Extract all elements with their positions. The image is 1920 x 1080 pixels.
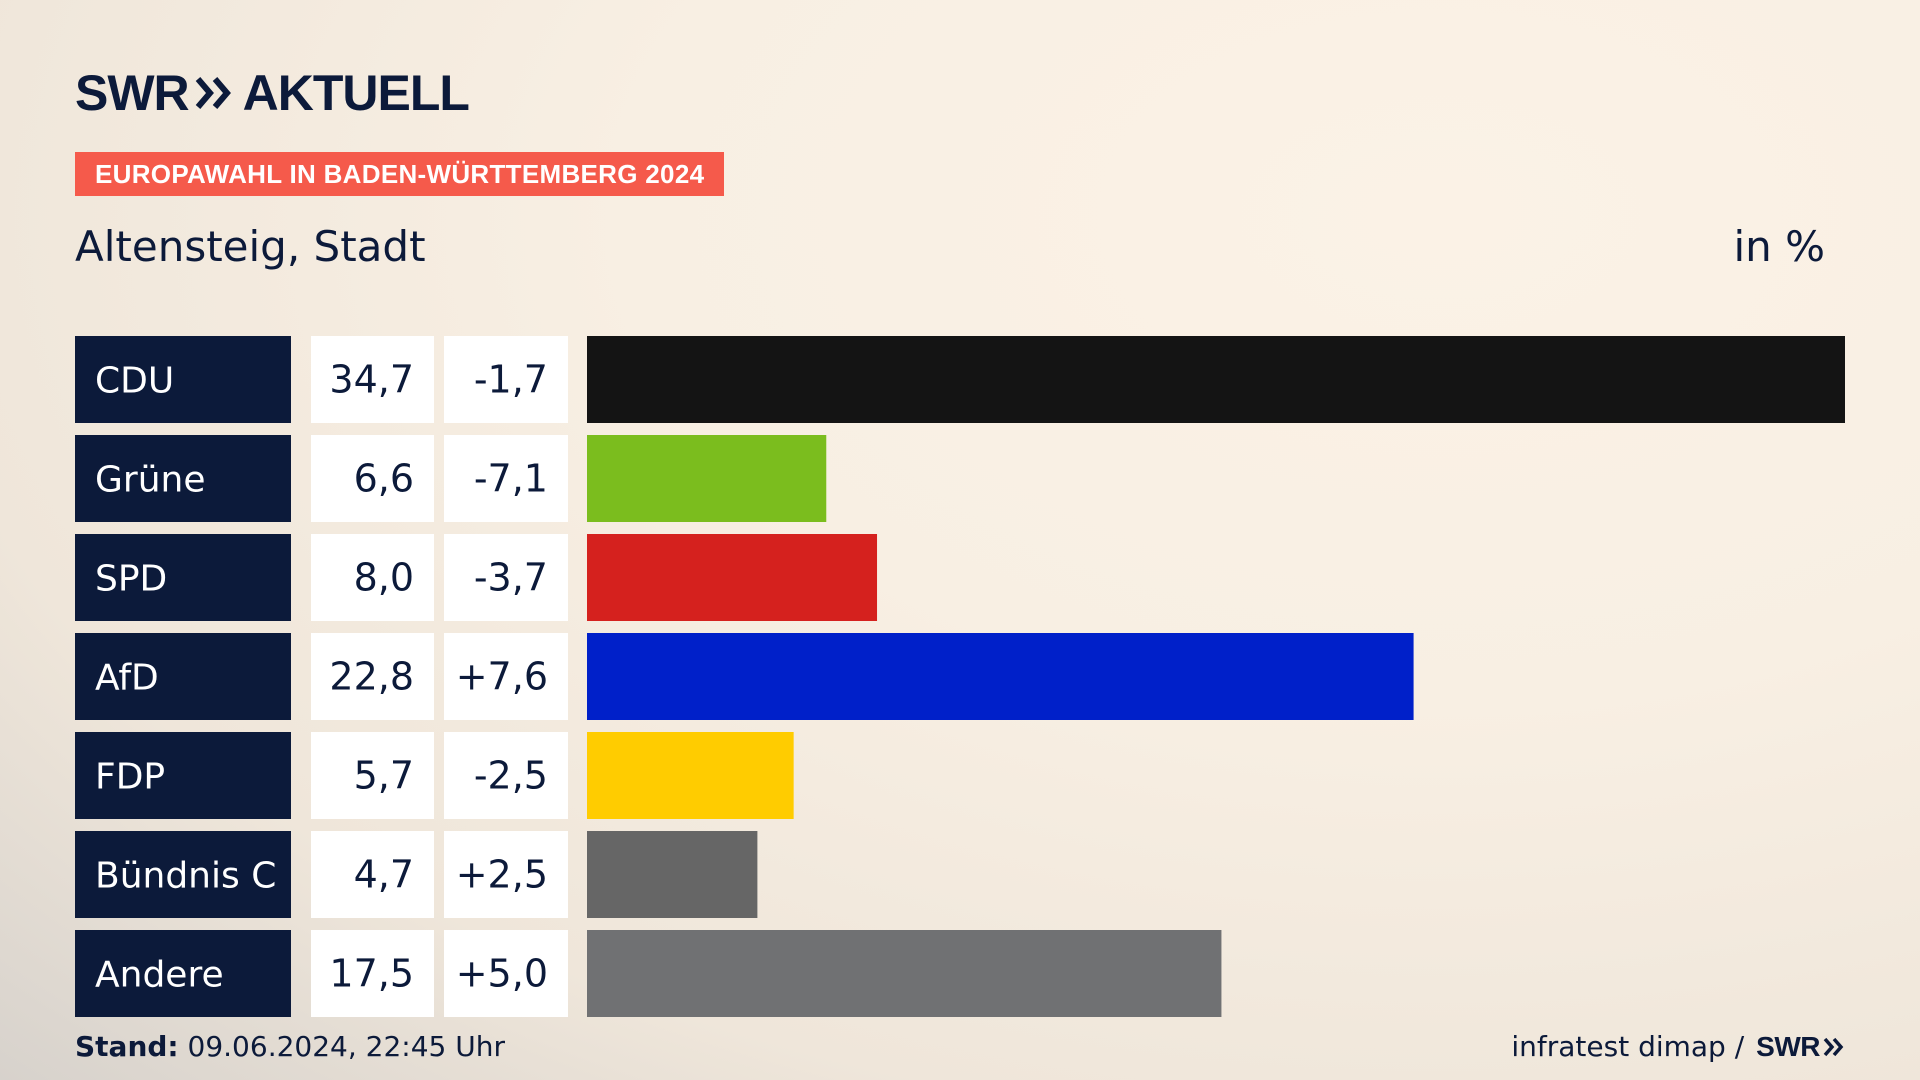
value-label-cdu: 34,7 [329, 358, 414, 402]
party-label-box-grüne [75, 435, 291, 522]
value-cell-fdp [311, 732, 434, 819]
unit-label: in % [1733, 222, 1825, 271]
stand-label: Stand: [75, 1030, 179, 1063]
source-credit: infratest dimap / SWR [1511, 1030, 1845, 1064]
value-cell-spd [311, 534, 434, 621]
timestamp: Stand: 09.06.2024, 22:45 Uhr [75, 1030, 505, 1064]
party-label-box-fdp [75, 732, 291, 819]
source-brand-name: SWR [1756, 1031, 1820, 1062]
change-cell-grüne [444, 435, 568, 522]
change-cell-fdp [444, 732, 568, 819]
party-label-andere: Andere [95, 955, 224, 996]
party-label-box-spd [75, 534, 291, 621]
value-cell-bündnis-c [311, 831, 434, 918]
change-label-spd: -3,7 [474, 556, 548, 600]
change-cell-spd [444, 534, 568, 621]
change-label-fdp: -2,5 [474, 754, 548, 798]
double-chevron-right-icon [1823, 1037, 1844, 1057]
bar-andere [587, 930, 1222, 1017]
party-label-grüne: Grüne [95, 460, 205, 501]
change-label-bündnis-c: +2,5 [456, 853, 548, 897]
source-text: infratest dimap / [1511, 1030, 1745, 1063]
party-label-spd: SPD [95, 559, 167, 600]
change-label-andere: +5,0 [456, 952, 548, 996]
value-cell-cdu [311, 336, 434, 423]
change-cell-cdu [444, 336, 568, 423]
party-label-box-andere [75, 930, 291, 1017]
bar-grüne [587, 435, 827, 522]
region-title: Altensteig, Stadt [75, 222, 426, 271]
change-label-grüne: -7,1 [474, 457, 548, 501]
bar-spd [587, 534, 878, 621]
brand-name: SWR [75, 65, 190, 121]
party-label-box-cdu [75, 336, 291, 423]
bar-fdp [587, 732, 794, 819]
party-label-afd: AfD [95, 658, 159, 699]
source-brand: SWR [1756, 1030, 1845, 1064]
value-cell-afd [311, 633, 434, 720]
change-label-afd: +7,6 [456, 655, 548, 699]
party-label-cdu: CDU [95, 361, 174, 402]
party-label-box-bündnis-c [75, 831, 291, 918]
value-cell-andere [311, 930, 434, 1017]
value-cell-grüne [311, 435, 434, 522]
double-chevron-right-icon [195, 77, 231, 109]
stand-value: 09.06.2024, 22:45 Uhr [187, 1030, 505, 1063]
brand-suffix: AKTUELL [242, 65, 470, 121]
value-label-andere: 17,5 [329, 952, 414, 996]
value-label-afd: 22,8 [329, 655, 414, 699]
value-label-grüne: 6,6 [354, 457, 414, 501]
value-label-fdp: 5,7 [354, 754, 414, 798]
party-label-fdp: FDP [95, 757, 165, 798]
change-cell-bündnis-c [444, 831, 568, 918]
change-label-cdu: -1,7 [474, 358, 548, 402]
bar-bündnis-c [587, 831, 758, 918]
value-label-spd: 8,0 [354, 556, 414, 600]
change-cell-andere [444, 930, 568, 1017]
bar-afd [587, 633, 1414, 720]
swr-aktuell-logo: SWR AKTUELL [75, 65, 470, 121]
election-banner: EUROPAWAHL IN BADEN-WÜRTTEMBERG 2024 [75, 152, 725, 196]
party-label-box-afd [75, 633, 291, 720]
party-label-bündnis-c: Bündnis C [95, 856, 276, 897]
value-label-bündnis-c: 4,7 [354, 853, 414, 897]
bar-cdu [587, 336, 1845, 423]
change-cell-afd [444, 633, 568, 720]
